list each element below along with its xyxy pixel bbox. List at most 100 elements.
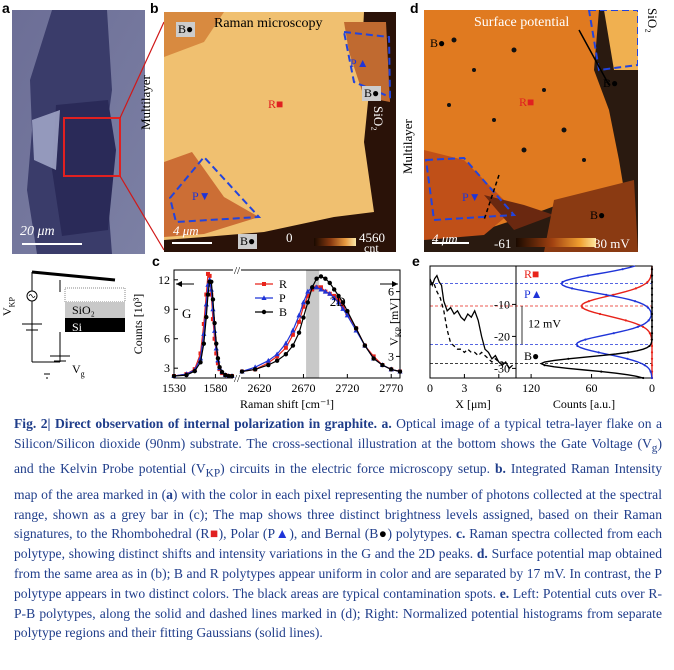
tag-d-r: R■ xyxy=(519,95,535,109)
series-B-2d-point xyxy=(353,326,359,331)
series-B-g-point xyxy=(226,373,231,379)
panel-a-marked-area xyxy=(63,117,121,177)
series-P-2d-point xyxy=(335,299,342,305)
series-P-2d-point xyxy=(283,340,289,346)
caption-a-head: a. xyxy=(381,416,392,431)
legend-label-B: B xyxy=(279,305,287,319)
caption-red-square-icon: ■ xyxy=(209,526,219,542)
y-axis-label: Counts [10³] xyxy=(131,294,145,355)
y-tick-label-right: 6 xyxy=(388,285,394,299)
hist-point-P xyxy=(650,376,653,380)
tag-b-p1: P▲ xyxy=(350,56,369,70)
panel-b-cbar-min: 0 xyxy=(286,230,293,245)
annotation-12mv: 12 mV xyxy=(528,317,561,331)
series-P-2d-point xyxy=(344,312,350,318)
series-B-2d-point xyxy=(283,352,289,357)
legend-marker-R xyxy=(262,282,266,286)
panel-d-title: Surface potential xyxy=(474,15,570,30)
y-tick-label-right: 3 xyxy=(388,349,394,363)
x-axis-label-right: Counts [a.u.] xyxy=(553,397,615,411)
series-B-2d-point xyxy=(371,356,376,361)
hist-point-B xyxy=(650,300,654,303)
series-P-2d-point xyxy=(331,295,337,301)
series-B-2d-point xyxy=(345,308,350,314)
hist-point-R xyxy=(650,351,654,354)
caption-b-body2: ) with the color in each pixel represent… xyxy=(14,486,662,542)
x-tick-label-right: 0 xyxy=(649,381,655,395)
series-B-2d-point xyxy=(296,330,302,335)
series-B-2d-point xyxy=(323,276,328,281)
caption-a-mid: ) and the Kelvin Probe potential (V xyxy=(14,435,662,477)
series-B-2d-point xyxy=(314,276,319,281)
series-R-g-point xyxy=(214,351,219,356)
panel-b-side-right: SiO₂ xyxy=(371,106,386,131)
plot-frame xyxy=(173,269,401,379)
panel-a-label: a xyxy=(2,0,10,16)
hist-point-B xyxy=(650,338,654,341)
tag-d-p: P▼ xyxy=(462,190,481,204)
hist-point-P xyxy=(604,293,608,296)
series-R-g-point xyxy=(201,322,206,326)
series-B-g-point xyxy=(223,372,228,378)
x-tick-label: 2670 xyxy=(291,381,315,395)
y-tick-label: -10 xyxy=(494,297,510,311)
schematic-si-label: Si xyxy=(72,320,83,334)
tag-b-b1: B● xyxy=(176,22,196,37)
series-P-2d-point xyxy=(274,351,280,357)
caption-c-body: Raman spectra collected from each polyty… xyxy=(14,526,662,562)
panel-b-raman-map xyxy=(164,12,396,252)
tag-b-b2: B● xyxy=(362,86,382,101)
hist-point-B xyxy=(626,351,630,354)
series-B-2d-point xyxy=(318,274,324,279)
series-B-g-point xyxy=(217,365,222,370)
tag-b-r: R■ xyxy=(268,97,284,111)
x-tick-label-left: 0 xyxy=(427,381,433,395)
series-B-2d-point xyxy=(266,362,271,368)
y-tick-label-left: 9 xyxy=(164,302,170,316)
tag-d-b3: B● xyxy=(590,208,606,222)
gaussian-B xyxy=(539,266,653,379)
legend-marker-P xyxy=(261,295,267,300)
caption-b-body4: ), and Bernal (B xyxy=(289,526,379,542)
cut-line-solid xyxy=(429,274,514,370)
hist-point-R xyxy=(650,344,654,348)
caption-title: Fig. 2| Direct observation of internal p… xyxy=(14,416,378,431)
caption-black-circle-icon: ● xyxy=(378,526,388,542)
series-R-2d-point xyxy=(301,304,306,309)
axis-break-gap xyxy=(233,268,241,380)
hist-point-R xyxy=(581,306,584,309)
series-B-g-point xyxy=(198,360,203,365)
hist-point-P xyxy=(586,274,590,277)
caption-c-head: c. xyxy=(455,526,466,542)
series-R-g-point xyxy=(215,361,220,366)
x-tick-label-right: 120 xyxy=(522,381,540,395)
series-B-g-point xyxy=(215,356,221,361)
caption-b-head: b. xyxy=(494,461,506,477)
axis-break-mark-top: // xyxy=(234,265,241,277)
cut-line-dashed xyxy=(429,280,507,366)
series-P-g-point xyxy=(203,301,209,307)
arrow-left-axis-head xyxy=(176,281,182,287)
hist-point-B xyxy=(650,332,654,335)
panel-b-cbar-max: 4560 xyxy=(359,230,385,245)
series-R-2d-point xyxy=(283,345,288,350)
series-B-g-point xyxy=(210,297,216,302)
hist-point-R xyxy=(641,325,645,328)
series-B-2d-point xyxy=(331,287,337,292)
series-B-2d-point xyxy=(362,343,368,348)
panel-d-side-right: SiO₂ xyxy=(645,8,660,33)
series-B-g-point xyxy=(212,320,217,326)
series-P-2d-point xyxy=(322,288,328,294)
hist-point-R xyxy=(587,300,590,303)
hist-point-P xyxy=(584,338,587,341)
hist-point-P xyxy=(634,300,637,303)
x-tick-label-left: 6 xyxy=(496,381,502,395)
panel-d-cbar-max: 30 mV xyxy=(594,236,630,251)
series-R-g-point xyxy=(212,336,217,341)
hist-point-B xyxy=(650,306,654,309)
legend-R: R■ xyxy=(524,267,539,281)
panel-b-title: Raman microscopy xyxy=(214,16,323,31)
y-tick-label: -30 xyxy=(494,361,510,375)
tag-b-p2: P▼ xyxy=(192,189,211,203)
series-B-g-point xyxy=(192,368,197,374)
